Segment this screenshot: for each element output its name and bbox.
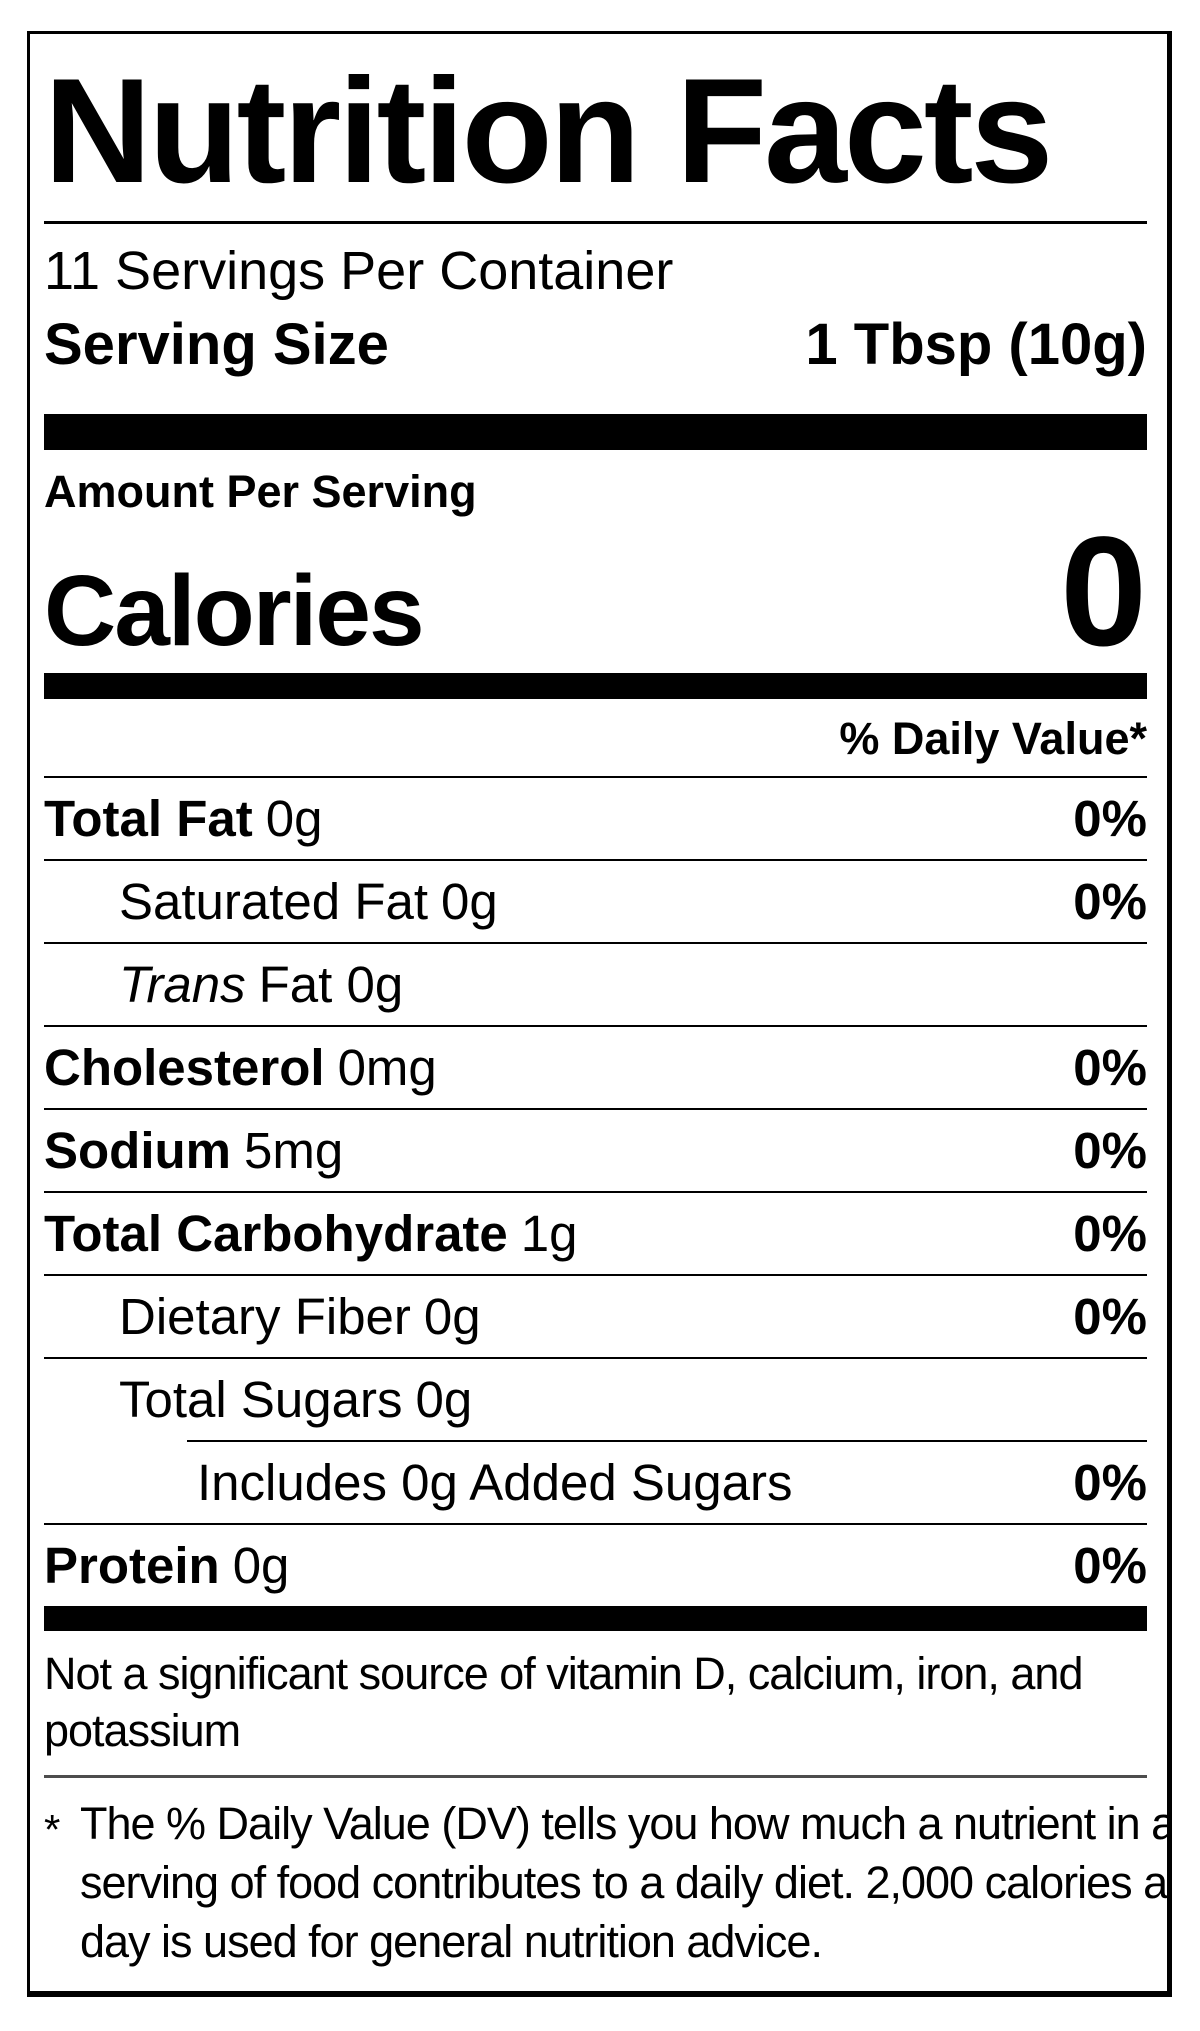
nutrient-row: Trans Fat 0g [44,941,1147,1025]
nutrient-row: Sodium 5mg 0% [44,1107,1147,1191]
nutrient-name: Sodium [44,1121,231,1179]
note-line: Not a significant source of vitamin D, c… [44,1647,1083,1699]
note-line: potassium [44,1704,241,1756]
nutrient-amount: Fat 0g [258,955,404,1013]
footnote-line: day is used for general nutrition advice… [80,1915,823,1967]
nutrient-daily-value: 0% [1073,1204,1147,1262]
nutrient-text: Saturated Fat 0g [119,873,498,930]
calories-row: Calories 0 [44,505,1147,679]
title-divider [44,221,1147,224]
nutrient-name: Dietary Fiber [119,1287,411,1345]
nutrient-row: Cholesterol 0mg 0% [44,1024,1147,1108]
nutrition-facts-label: Nutrition Facts 11 Servings Per Containe… [27,31,1172,1997]
nutrient-row: Total Fat 0g 0% [44,775,1147,859]
nutrient-amount: 0g [423,1287,481,1345]
nutrient-name: Protein [44,1536,220,1594]
nutrient-row: Saturated Fat 0g 0% [44,858,1147,942]
nutrient-daily-value: 0% [1073,1453,1147,1511]
nutrient-text: Cholesterol 0mg [44,1039,437,1096]
nutrient-name: Total Carbohydrate [44,1204,508,1262]
nutrient-text: Includes 0g Added Sugars [197,1454,792,1511]
nutrient-text: Dietary Fiber 0g [119,1288,481,1345]
serving-size-row: Serving Size 1 Tbsp (10g) [44,302,1147,414]
nutrient-daily-value: 0% [1073,1121,1147,1179]
nutrient-amount: 5mg [244,1121,344,1179]
nutrient-amount: 0g [232,1536,290,1594]
nutrient-daily-value: 0% [1073,1536,1147,1594]
serving-size-value: 1 Tbsp (10g) [805,312,1147,377]
nutrient-amount: 0mg [337,1038,437,1096]
footnote-lines: The % Daily Value (DV) tells you how muc… [80,1794,1172,1971]
thick-separator-bar [44,672,1147,699]
nutrient-text: Protein 0g [44,1537,289,1594]
nutrient-row: Total Sugars 0g [44,1356,1147,1440]
serving-size-label: Serving Size [44,312,389,377]
label-title: Nutrition Facts [44,47,1053,214]
nutrient-daily-value: 0% [1073,789,1147,847]
footnote-line: The % Daily Value (DV) tells you how muc… [80,1797,1172,1849]
nutrient-text: Total Carbohydrate 1g [44,1205,578,1262]
nutrient-daily-value: 0% [1073,1038,1147,1096]
nutrient-daily-value: 0% [1073,1287,1147,1345]
footnote-asterisk: * [44,1805,60,1853]
calories-label: Calories [44,555,425,667]
nutrient-name: Total Fat [44,789,253,847]
nutrient-name: Total Sugars [119,1370,403,1428]
nutrient-row: Total Carbohydrate 1g 0% [44,1190,1147,1274]
nutrient-name: Includes 0g Added Sugars [197,1453,793,1511]
nutrient-text: Trans Fat 0g [119,956,403,1013]
daily-value-footnote: * The % Daily Value (DV) tells you how m… [44,1778,1172,1987]
amount-per-serving-label: Amount Per Serving [44,466,477,517]
nutrient-daily-value: 0% [1073,872,1147,930]
nutrient-text: Sodium 5mg [44,1122,343,1179]
nutrient-rows: Total Fat 0g 0% Saturated Fat 0g 0% Trans Fat 0… [44,775,1147,1606]
footnote-divider [44,1774,1147,1778]
nutrient-text: Total Sugars 0g [119,1371,472,1428]
nutrient-amount: 0g [441,872,498,930]
nutrient-row: Includes 0g Added Sugars 0% [187,1439,1147,1523]
nutrient-name: Trans [119,955,246,1013]
nutrient-text: Total Fat 0g [44,790,322,847]
nutrient-amount: 0g [265,789,323,847]
thick-separator-bar [44,414,1147,450]
servings-per-container: 11 Servings Per Container [44,241,674,301]
footnote-line: serving of food contributes to a daily d… [80,1856,1168,1908]
nutrient-amount: 1g [520,1204,578,1262]
nutrient-name: Saturated Fat [119,872,429,930]
nutrient-amount: 0g [415,1370,473,1428]
not-significant-note: Not a significant source of vitamin D, c… [44,1631,1147,1775]
nutrient-row: Protein 0g 0% [44,1522,1147,1606]
nutrient-row: Dietary Fiber 0g 0% [44,1273,1147,1357]
nutrient-name: Cholesterol [44,1038,325,1096]
thick-separator-bar [44,1605,1147,1631]
daily-value-header: % Daily Value* [839,712,1147,764]
calories-value: 0 [1060,505,1147,679]
